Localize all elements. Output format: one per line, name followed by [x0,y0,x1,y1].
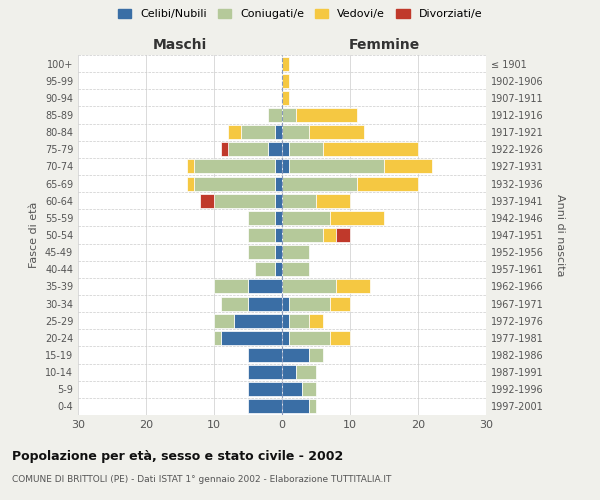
Bar [227,125,241,139]
Bar [282,56,289,70]
Bar [214,280,248,293]
Bar [221,296,248,310]
Bar [337,280,370,293]
Bar [289,296,329,310]
Bar [241,125,275,139]
Bar [282,74,289,88]
Bar [302,382,316,396]
Bar [384,160,431,173]
Bar [282,365,296,379]
Bar [309,348,323,362]
Bar [357,176,418,190]
Bar [200,194,214,207]
Bar [275,160,282,173]
Bar [289,160,384,173]
Bar [214,194,275,207]
Bar [235,314,282,328]
Bar [275,228,282,242]
Bar [282,108,296,122]
Bar [282,314,289,328]
Bar [194,176,275,190]
Bar [275,211,282,225]
Bar [248,280,282,293]
Bar [282,142,289,156]
Bar [282,194,316,207]
Text: Femmine: Femmine [349,38,419,52]
Bar [309,125,364,139]
Bar [323,142,418,156]
Bar [275,194,282,207]
Bar [282,400,309,413]
Bar [282,211,329,225]
Bar [329,331,350,345]
Bar [255,262,275,276]
Bar [282,348,309,362]
Y-axis label: Anni di nascita: Anni di nascita [555,194,565,276]
Y-axis label: Fasce di età: Fasce di età [29,202,39,268]
Bar [316,194,350,207]
Bar [282,160,289,173]
Bar [289,314,309,328]
Bar [187,176,194,190]
Bar [309,400,316,413]
Bar [248,348,282,362]
Bar [275,125,282,139]
Bar [282,280,337,293]
Bar [221,331,282,345]
Bar [282,125,309,139]
Bar [214,314,235,328]
Bar [275,176,282,190]
Bar [248,245,275,259]
Bar [329,211,384,225]
Bar [275,245,282,259]
Bar [337,228,350,242]
Bar [221,142,227,156]
Bar [248,228,275,242]
Bar [194,160,275,173]
Text: COMUNE DI BRITTOLI (PE) - Dati ISTAT 1° gennaio 2002 - Elaborazione TUTTITALIA.I: COMUNE DI BRITTOLI (PE) - Dati ISTAT 1° … [12,475,391,484]
Bar [282,296,289,310]
Bar [323,228,337,242]
Bar [187,160,194,173]
Bar [248,365,282,379]
Bar [282,176,357,190]
Text: Popolazione per età, sesso e stato civile - 2002: Popolazione per età, sesso e stato civil… [12,450,343,463]
Bar [282,331,289,345]
Bar [289,331,329,345]
Bar [275,262,282,276]
Bar [248,400,282,413]
Bar [227,142,268,156]
Bar [296,108,357,122]
Bar [282,91,289,105]
Bar [296,365,316,379]
Bar [214,331,221,345]
Text: Maschi: Maschi [153,38,207,52]
Bar [268,108,282,122]
Bar [248,211,275,225]
Bar [282,245,309,259]
Bar [282,382,302,396]
Bar [289,142,323,156]
Bar [282,228,323,242]
Bar [248,296,282,310]
Bar [329,296,350,310]
Legend: Celibi/Nubili, Coniugati/e, Vedovi/e, Divorziati/e: Celibi/Nubili, Coniugati/e, Vedovi/e, Di… [115,6,485,22]
Bar [248,382,282,396]
Bar [282,262,309,276]
Bar [309,314,323,328]
Bar [268,142,282,156]
